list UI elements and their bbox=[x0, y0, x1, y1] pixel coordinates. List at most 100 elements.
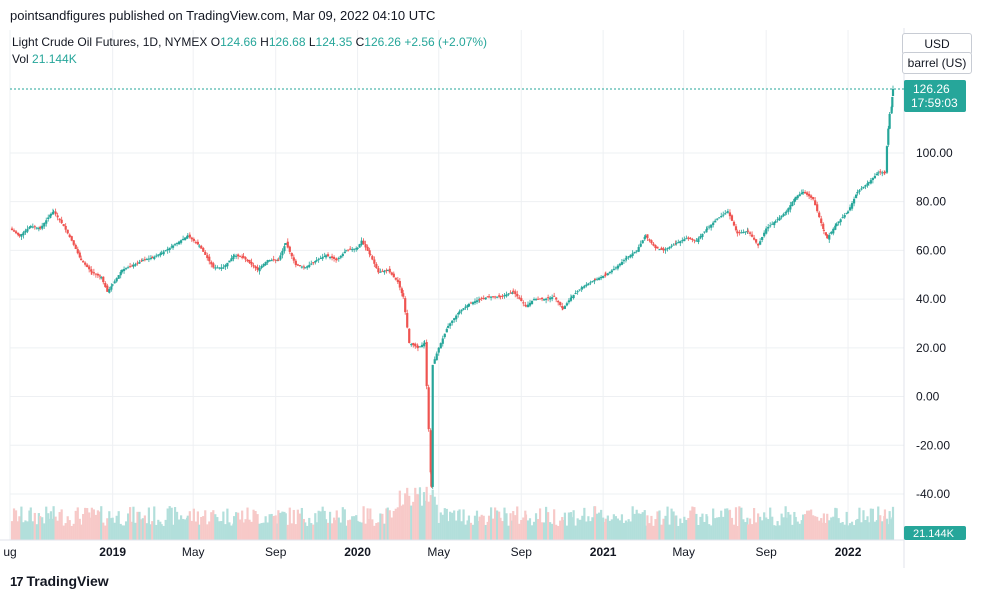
candle-body bbox=[430, 471, 433, 487]
volume-bar bbox=[10, 521, 14, 540]
candle-body bbox=[763, 232, 766, 237]
candle-body bbox=[871, 178, 874, 181]
volume-bar bbox=[820, 518, 823, 540]
candle-body bbox=[703, 231, 706, 233]
volume-bar bbox=[583, 507, 586, 540]
volume-bar bbox=[288, 507, 291, 540]
candle-body bbox=[343, 251, 346, 254]
volume-bar bbox=[58, 512, 61, 540]
candle-body bbox=[714, 220, 717, 223]
volume-bar bbox=[222, 511, 225, 540]
volume-bar bbox=[52, 506, 55, 540]
volume-bar bbox=[214, 514, 217, 540]
candle-body bbox=[400, 288, 403, 294]
volume-bar bbox=[381, 513, 384, 540]
candle-body bbox=[706, 228, 709, 230]
x-tick-label: 2019 bbox=[99, 545, 126, 559]
volume-bar bbox=[691, 506, 694, 540]
candle-body bbox=[559, 302, 562, 306]
candle-body bbox=[532, 299, 536, 301]
candle-body bbox=[140, 260, 143, 262]
candle-body bbox=[371, 256, 374, 260]
volume-bar bbox=[115, 515, 118, 540]
volume-bar bbox=[246, 507, 249, 540]
volume-bar bbox=[362, 506, 365, 540]
candle-body bbox=[186, 236, 189, 239]
candle-body bbox=[670, 245, 673, 247]
candle-body bbox=[547, 297, 550, 299]
candle-body bbox=[418, 346, 422, 348]
volume-bar bbox=[22, 522, 25, 540]
volume-bar bbox=[184, 519, 187, 540]
candle-body bbox=[439, 343, 442, 349]
volume-bar bbox=[843, 524, 846, 540]
candle-body bbox=[379, 271, 382, 273]
candle-body bbox=[429, 430, 432, 473]
volume-bar bbox=[734, 507, 738, 540]
volume-bar bbox=[778, 525, 781, 540]
volume-bar bbox=[188, 511, 191, 540]
x-tick-label: Sep bbox=[511, 545, 533, 559]
candle-body bbox=[635, 250, 638, 252]
candle-body bbox=[70, 236, 73, 241]
volume-bar bbox=[110, 518, 113, 540]
candle-body bbox=[292, 257, 295, 261]
volume-bar bbox=[494, 507, 497, 540]
candle-body bbox=[171, 245, 175, 248]
volume-bar bbox=[425, 486, 428, 540]
volume-bar bbox=[171, 524, 175, 540]
candle-body bbox=[589, 282, 592, 284]
tradingview-logo[interactable]: 17 TradingView bbox=[10, 573, 109, 589]
candle-body bbox=[20, 234, 23, 237]
volume-bar bbox=[837, 518, 840, 540]
volume-bar bbox=[871, 508, 874, 540]
currency-button[interactable]: USD bbox=[902, 33, 972, 55]
volume-bar bbox=[841, 521, 844, 540]
candle-body bbox=[166, 248, 169, 251]
candle-body bbox=[425, 342, 428, 387]
candle-body bbox=[672, 244, 675, 246]
volume-bar bbox=[620, 514, 624, 540]
candle-body bbox=[555, 297, 558, 300]
volume-bar bbox=[341, 507, 344, 540]
volume-bar bbox=[670, 508, 673, 540]
volume-bar bbox=[360, 522, 363, 540]
candle-body bbox=[226, 262, 229, 267]
volume-bar bbox=[228, 522, 231, 540]
volume-bar bbox=[445, 508, 448, 540]
candle-body bbox=[145, 259, 148, 261]
candle-body bbox=[268, 260, 271, 262]
volume-bar bbox=[298, 513, 301, 540]
volume-bar bbox=[589, 521, 592, 540]
volume-bar bbox=[540, 522, 544, 540]
y-tick-label: 20.00 bbox=[916, 341, 946, 355]
candle-body bbox=[658, 249, 661, 251]
candle-body bbox=[170, 246, 173, 248]
volume-bar bbox=[587, 516, 590, 540]
candle-body bbox=[631, 253, 634, 256]
unit-button[interactable]: barrel (US) bbox=[902, 52, 972, 74]
candle-body bbox=[616, 265, 620, 269]
volume-bar bbox=[151, 521, 154, 540]
candle-body bbox=[822, 229, 825, 231]
candle-body bbox=[877, 172, 880, 174]
candle-body bbox=[206, 255, 209, 259]
volume-bar bbox=[834, 507, 837, 540]
y-tick-label: 80.00 bbox=[916, 195, 946, 209]
volume-bar bbox=[457, 510, 460, 540]
volume-bar bbox=[408, 495, 411, 540]
candle-body bbox=[668, 246, 671, 249]
candle-body bbox=[37, 228, 40, 230]
candle-body bbox=[637, 247, 640, 252]
candle-body bbox=[330, 256, 334, 259]
volume-bar bbox=[478, 516, 481, 540]
volume-bar bbox=[654, 519, 657, 540]
candle-body bbox=[856, 191, 859, 194]
candle-body bbox=[526, 304, 530, 307]
volume-bar bbox=[793, 511, 796, 540]
candle-body bbox=[360, 240, 363, 245]
candle-body bbox=[62, 224, 65, 227]
candle-body bbox=[111, 284, 114, 286]
